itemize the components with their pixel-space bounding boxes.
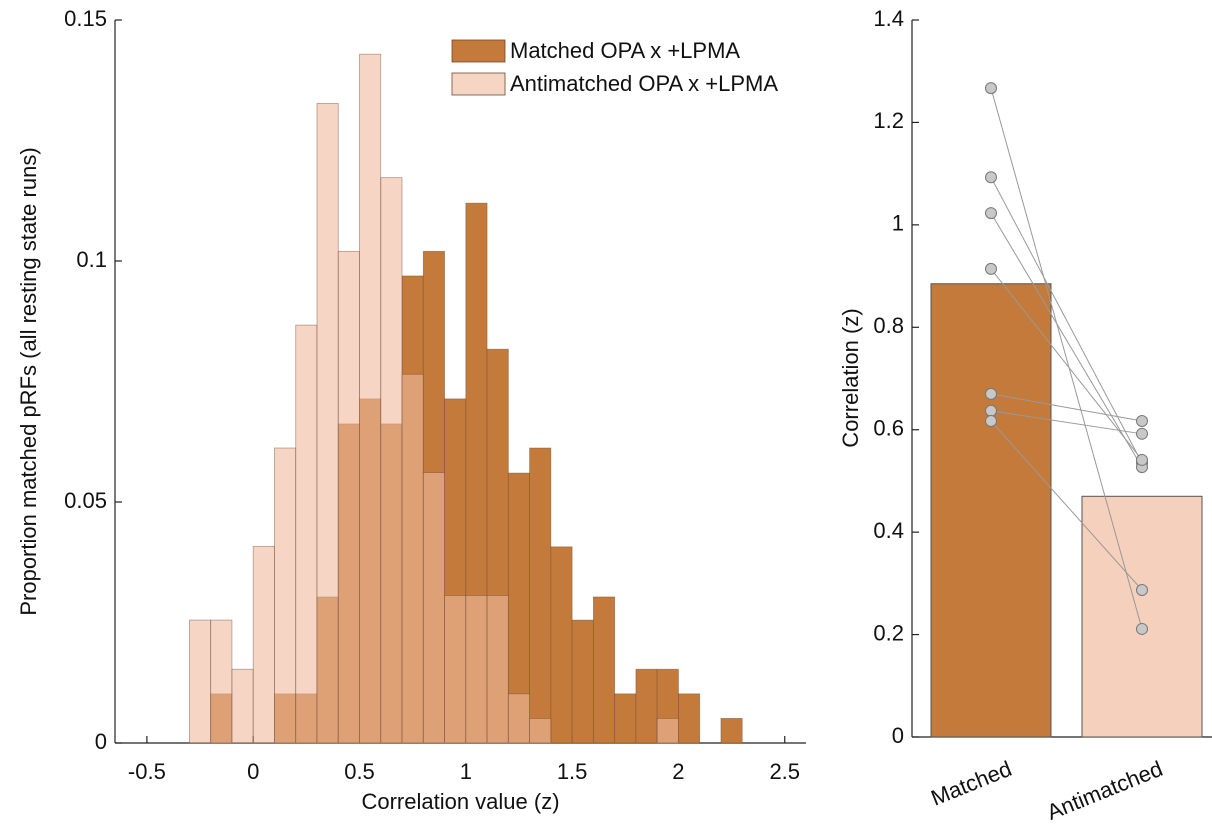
x-tick-label: Antimatched [1043,756,1166,825]
histogram-bar [720,718,743,744]
x-tick-label: 1.5 [557,759,588,784]
histogram-bar [635,668,658,744]
histogram-bar [380,177,403,744]
data-point [1136,427,1148,440]
pair-line [990,87,1143,630]
data-point [985,415,997,428]
histogram-bar [678,693,701,744]
bar [1081,495,1203,738]
histogram-bar [295,324,318,744]
histogram-bar [422,472,445,744]
y-axis-label: Correlation (z) [838,308,863,447]
x-tick-label: 0.5 [344,759,375,784]
histogram-bar [210,619,233,744]
x-tick-label: 2.5 [769,759,800,784]
y-tick-label: 0.4 [873,518,904,543]
legend-label: Antimatched OPA x +LPMA [510,71,778,96]
x-tick-label: Matched [927,756,1015,811]
data-point [985,82,997,95]
y-tick-label: 0 [892,723,904,748]
y-tick-label: 1.2 [873,108,904,133]
legend-swatch [451,39,506,63]
y-tick-label: 0.2 [873,620,904,645]
data-point [985,171,997,184]
histogram-bar [252,545,275,744]
histogram-bar [571,619,594,744]
x-tick-label: 0 [247,759,259,784]
histogram-bar [486,595,509,744]
y-tick-label: 1 [892,211,904,236]
histogram-bar [316,102,339,744]
data-point [1136,622,1148,635]
y-tick-label: 0 [95,729,107,754]
data-point [985,262,997,275]
data-point [1136,415,1148,428]
y-tick-label: 0.6 [873,416,904,441]
y-tick-label: 0.15 [64,6,107,31]
histogram-bar [444,595,467,744]
data-point [1136,584,1148,597]
histogram-bar [231,668,254,744]
y-tick-label: 0.1 [76,247,107,272]
histogram-bar [189,619,212,744]
data-point [1136,453,1148,466]
y-tick-label: 0.8 [873,313,904,338]
histogram-bar [507,693,531,744]
histogram-bar [614,693,637,744]
x-tick-label: 1 [460,759,472,784]
y-tick-label: 1.4 [873,6,904,31]
histogram-bar [592,596,616,744]
legend-swatch [451,72,506,96]
histogram-bar [529,447,552,744]
data-point [985,207,997,220]
x-axis-label: Correlation value (z) [361,789,559,814]
histogram-bar [465,595,488,744]
legend-label: Matched OPA x +LPMA [510,38,740,63]
y-axis-label: Proportion matched pRFs (all resting sta… [16,147,41,615]
pair-line [990,212,1143,468]
histogram-bar [337,250,360,744]
histogram-bar [656,718,679,744]
y-tick-label: 0.05 [64,488,107,513]
pair-line [990,410,1143,435]
histogram-bar [550,546,573,744]
pair-line [990,393,1143,422]
x-tick-label: 2 [672,759,684,784]
histogram-bar [401,373,424,744]
bar [930,283,1052,738]
histogram-bar [274,447,297,744]
x-tick-label: -0.5 [128,759,166,784]
histogram-bar [529,718,552,744]
data-point [985,404,997,417]
histogram-bar [359,53,382,744]
data-point [985,387,997,400]
pair-line [990,176,1143,464]
pair-line [990,420,1143,591]
pair-line [990,268,1143,461]
